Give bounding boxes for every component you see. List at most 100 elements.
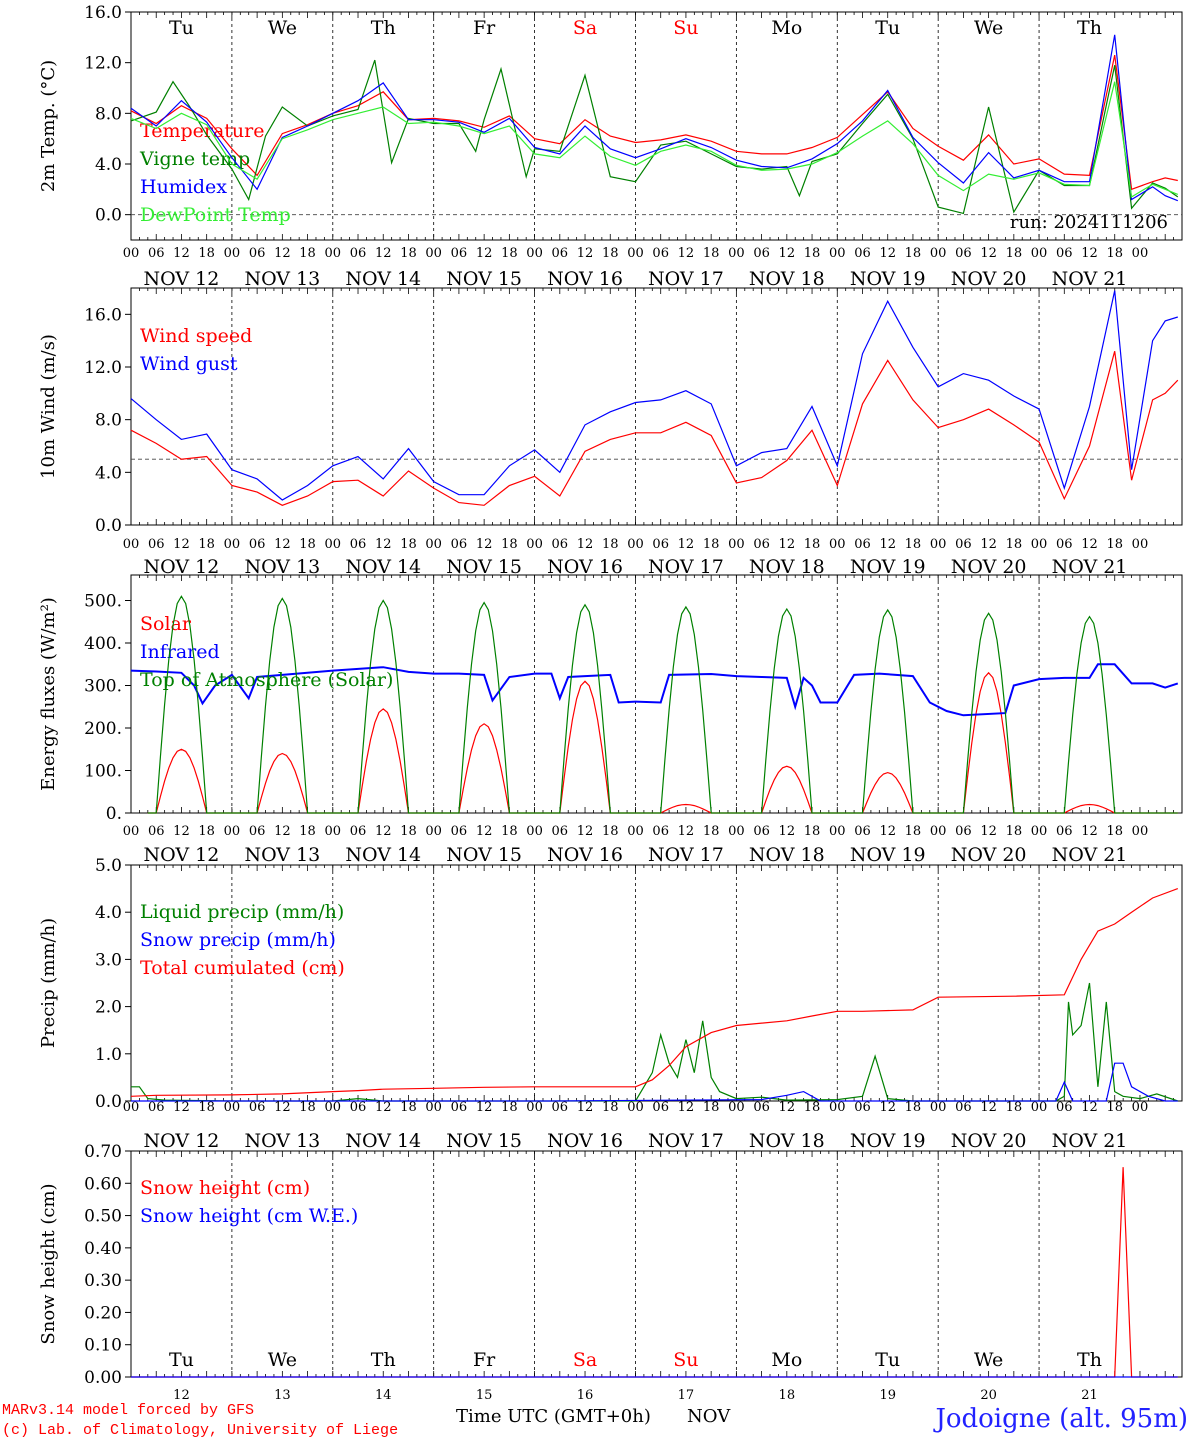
- x-hour-label: 06: [753, 537, 770, 552]
- x-date-label: NOV 14: [345, 268, 421, 290]
- x-hour-label: 12: [274, 537, 291, 552]
- y-tick-label: 4.0: [95, 903, 122, 923]
- x-hour-label: 12: [678, 537, 695, 552]
- x-hour-label: 18: [400, 1100, 417, 1115]
- panel-2: 0.0 4.0 8.0 12.0 16.0 10m Wind (m/s) Wind spee…: [38, 287, 1183, 578]
- x-day-number: 12: [173, 1388, 190, 1403]
- x-hour-label: 00: [425, 246, 442, 261]
- x-hour-label: 00: [1132, 824, 1149, 839]
- x-date-label: NOV 17: [648, 844, 724, 866]
- legend-entry: DewPoint Temp: [140, 204, 291, 226]
- run-label: run: 2024111206: [1010, 212, 1168, 233]
- x-hour-label: 00: [1031, 1100, 1048, 1115]
- legend-entry: Temperature: [140, 120, 264, 142]
- location-title: Jodoigne (alt. 95m): [932, 1404, 1188, 1434]
- x-hour-label: 18: [198, 246, 215, 261]
- x-hour-label: 00: [930, 1100, 947, 1115]
- x-hour-label: 18: [602, 246, 619, 261]
- x-date-label: NOV 18: [749, 844, 825, 866]
- y-axis-label: 2m Temp. (°C): [38, 60, 59, 192]
- x-hour-label: 00: [224, 1100, 241, 1115]
- x-hour-label: 12: [779, 246, 796, 261]
- x-hour-label: 12: [173, 1100, 190, 1115]
- x-hour-label: 06: [148, 1100, 165, 1115]
- x-hour-label: 12: [274, 824, 291, 839]
- x-hour-label: 00: [425, 1100, 442, 1115]
- y-axis-label: Precip (mm/h): [38, 918, 59, 1048]
- x-hour-label: 06: [854, 537, 871, 552]
- x-date-label: NOV 13: [244, 844, 320, 866]
- x-hour-label: 12: [980, 824, 997, 839]
- x-day-number: 14: [375, 1388, 392, 1403]
- x-hour-label: 12: [375, 246, 392, 261]
- x-hour-label: 12: [879, 824, 896, 839]
- x-hour-label: 06: [1056, 824, 1073, 839]
- x-hour-label: 00: [1132, 246, 1149, 261]
- x-day-number: 18: [779, 1388, 796, 1403]
- x-hour-label: 00: [1031, 824, 1048, 839]
- x-hour-label: 00: [1031, 246, 1048, 261]
- x-hour-label: 06: [955, 1100, 972, 1115]
- y-tick-label: 300.: [84, 677, 122, 697]
- x-date-label: NOV 13: [244, 1130, 320, 1152]
- legend-entry: Wind speed: [140, 325, 252, 347]
- x-hour-label: 00: [829, 246, 846, 261]
- legend-entry: Liquid precip (mm/h): [140, 901, 344, 923]
- x-hour-label: 18: [804, 824, 821, 839]
- x-hour-label: 06: [652, 537, 669, 552]
- x-hour-label: 00: [728, 246, 745, 261]
- x-hour-label: 06: [753, 1100, 770, 1115]
- x-hour-label: 06: [652, 1100, 669, 1115]
- x-date-label: NOV 14: [345, 1130, 421, 1152]
- x-hour-label: 06: [854, 246, 871, 261]
- legend-entry: Vigne temp: [139, 148, 250, 170]
- x-hour-label: 12: [879, 246, 896, 261]
- x-hour-label: 06: [249, 537, 266, 552]
- x-hour-label: 06: [249, 1100, 266, 1115]
- y-tick-label: 0.70: [84, 1142, 122, 1162]
- x-date-label: NOV 21: [1052, 556, 1128, 578]
- x-hour-label: 00: [627, 824, 644, 839]
- credit-line-1: MARv3.14 model forced by GFS: [2, 1402, 254, 1419]
- x-hour-label: 06: [451, 1100, 468, 1115]
- weekday-label: Tu: [169, 1349, 194, 1371]
- x-hour-label: 06: [552, 1100, 569, 1115]
- y-tick-label: 8.0: [95, 104, 122, 124]
- y-tick-label: 0.50: [84, 1207, 122, 1227]
- x-hour-label: 06: [148, 246, 165, 261]
- legend-entry: Snow precip (mm/h): [140, 929, 336, 951]
- x-date-label: NOV 16: [547, 556, 623, 578]
- x-hour-label: 06: [955, 246, 972, 261]
- x-hour-label: 18: [905, 824, 922, 839]
- weekday-label: Th: [371, 1349, 396, 1371]
- x-hour-label: 00: [627, 1100, 644, 1115]
- x-hour-label: 06: [552, 246, 569, 261]
- x-hour-label: 06: [451, 246, 468, 261]
- x-hour-label: 12: [678, 1100, 695, 1115]
- x-hour-label: 06: [350, 246, 367, 261]
- weekday-label: Sa: [573, 1349, 597, 1371]
- series-line-liquid-precip-mm-h-: [131, 982, 1178, 1102]
- y-tick-label: 0.20: [84, 1303, 122, 1323]
- x-hour-label: 06: [350, 1100, 367, 1115]
- time-axis-label: Time UTC (GMT+0h): [456, 1406, 651, 1427]
- x-hour-label: 12: [779, 1100, 796, 1115]
- y-tick-label: 12.0: [84, 358, 122, 378]
- x-day-number: 20: [980, 1388, 997, 1403]
- x-date-label: NOV 14: [345, 844, 421, 866]
- x-date-label: NOV 17: [648, 556, 724, 578]
- x-hour-label: 12: [476, 537, 493, 552]
- x-date-label: NOV 18: [749, 1130, 825, 1152]
- x-date-label: NOV 16: [547, 844, 623, 866]
- x-hour-label: 00: [224, 246, 241, 261]
- y-tick-label: 0.60: [84, 1174, 122, 1194]
- x-hour-label: 06: [249, 824, 266, 839]
- x-hour-label: 06: [854, 824, 871, 839]
- x-hour-label: 12: [476, 246, 493, 261]
- y-tick-label: 0.30: [84, 1271, 122, 1291]
- x-hour-label: 06: [753, 246, 770, 261]
- weekday-label: We: [974, 17, 1003, 39]
- y-axis-label: Energy fluxes (W/m²): [38, 597, 59, 791]
- x-date-label: NOV 19: [850, 844, 926, 866]
- x-date-label: NOV 15: [446, 268, 522, 290]
